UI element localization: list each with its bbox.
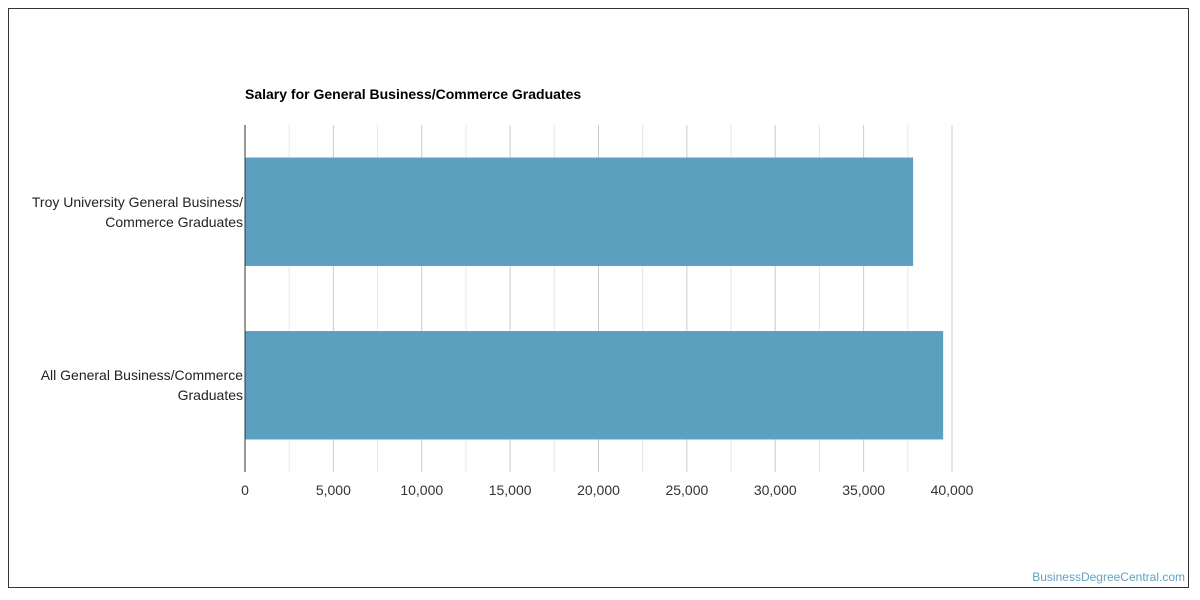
x-axis-tick-labels: 0 5,000 10,000 15,000 20,000 25,000 30,000 35,0… (241, 482, 974, 498)
x-tick-label: 5,000 (316, 482, 351, 498)
bars (245, 157, 944, 440)
chart-title: Salary for General Business/Commerce Gra… (245, 86, 582, 102)
x-tick-label: 25,000 (665, 482, 708, 498)
x-tick-label: 20,000 (577, 482, 620, 498)
watermark-link[interactable]: BusinessDegreeCentral.com (1032, 570, 1185, 584)
category-label-all: All General Business/Commerce Graduates (3, 365, 243, 405)
category-label-line: Graduates (177, 387, 243, 404)
category-label-troy: Troy University General Business/ Commer… (3, 192, 243, 232)
x-tick-label: 10,000 (400, 482, 443, 498)
x-tick-label: 40,000 (931, 482, 974, 498)
bar-1[interactable] (245, 331, 944, 440)
bar-0[interactable] (245, 157, 914, 266)
x-tick-label: 0 (241, 482, 249, 498)
x-tick-label: 15,000 (489, 482, 532, 498)
x-tick-label: 35,000 (842, 482, 885, 498)
category-label-line: Troy University General Business/ (31, 193, 243, 210)
category-label-line: Commerce Graduates (105, 213, 243, 230)
category-label-line: All General Business/Commerce (40, 367, 243, 384)
x-tick-label: 30,000 (754, 482, 797, 498)
